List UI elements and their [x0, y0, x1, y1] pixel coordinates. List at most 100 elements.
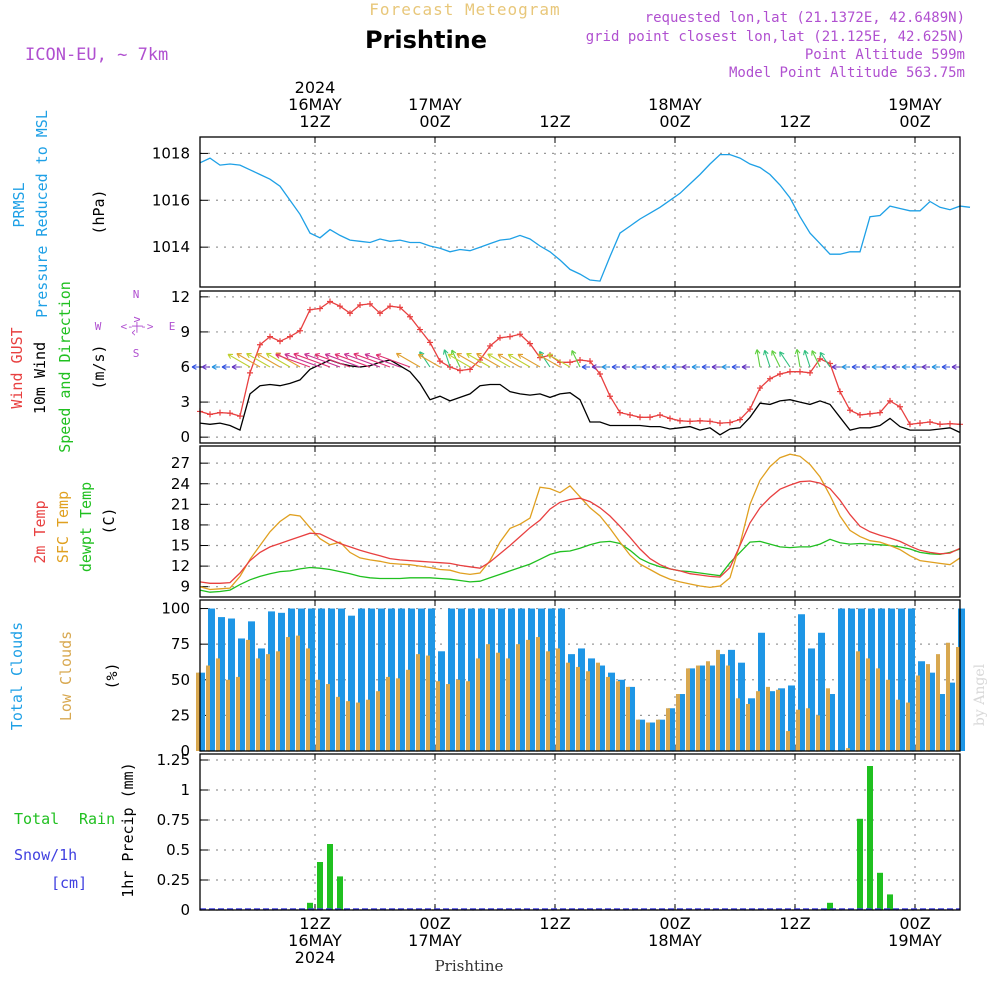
gust-marker	[237, 413, 243, 420]
bottom-time-label: 19MAY	[888, 931, 942, 950]
gust-marker	[787, 368, 793, 375]
clouds-panel: 0 25 50 75 100	[161, 599, 965, 760]
top-time-label: 18MAY	[648, 95, 702, 114]
low-cloud-bar	[536, 637, 540, 751]
bottom-time-label: 2024	[295, 948, 336, 967]
total-cloud-bar	[618, 679, 625, 751]
low-cloud-bar	[526, 639, 530, 751]
top-time-label: 2024	[295, 78, 336, 97]
temperature-ytick-label: 9	[180, 578, 190, 596]
gust-marker	[357, 302, 363, 309]
total-cloud-bar	[778, 688, 785, 751]
footer-location: Prishtine	[435, 957, 504, 975]
precip-snow-label: Snow/1h	[14, 846, 77, 864]
gust-marker	[777, 371, 783, 378]
pressure-panel: 1014 1016 1018	[152, 136, 971, 288]
gust-marker	[387, 303, 393, 310]
gust-marker	[907, 421, 913, 428]
total-cloud-bar	[228, 618, 235, 751]
low-cloud-bar	[566, 662, 570, 751]
total-cloud-bar	[828, 694, 835, 751]
gust-marker	[217, 409, 223, 416]
precip-total-label: Total	[14, 810, 59, 828]
clouds-ytick-label: 75	[171, 635, 190, 653]
gust-marker	[377, 310, 383, 317]
gust-marker	[347, 310, 353, 317]
wind-arrow	[275, 353, 311, 368]
wind-10m-label: 10m Wind	[31, 342, 49, 414]
low-cloud-bar	[776, 689, 780, 751]
clouds-ytick-label: 100	[161, 600, 190, 618]
gust-marker	[747, 406, 753, 413]
low-cloud-bar	[256, 658, 260, 751]
total-cloud-bar	[538, 608, 545, 751]
bottom-time-label: 12Z	[539, 914, 570, 933]
low-cloud-bar	[686, 668, 690, 751]
wind-ytick-label: 12	[171, 288, 190, 306]
gust-marker	[707, 418, 713, 425]
gust-marker	[467, 366, 473, 373]
clouds-ytick-label: 50	[171, 671, 190, 689]
gust-marker	[727, 419, 733, 426]
total-cloud-bar	[508, 608, 515, 751]
compass-e: E	[169, 320, 176, 333]
wind-arrow	[417, 353, 441, 368]
wind-arrow	[911, 364, 920, 370]
gust-marker	[487, 342, 493, 349]
wind-gust-label: Wind GUST	[8, 327, 26, 408]
total-cloud-bar	[528, 608, 535, 751]
wind-arrow	[293, 352, 331, 368]
wind-arrow	[779, 351, 791, 368]
wind-arrow	[921, 364, 930, 370]
wind-arrow	[841, 364, 850, 370]
wind-ytick-label: 9	[180, 323, 190, 341]
low-cloud-bar	[236, 676, 240, 751]
wind-arrow	[901, 364, 910, 370]
low-cloud-bar	[386, 676, 390, 751]
total-cloud-bar	[658, 719, 665, 751]
grid-point-coords: grid point closest lon,lat (21.125E, 42.…	[586, 29, 965, 45]
total-cloud-bar	[708, 665, 715, 751]
total-cloud-bar	[718, 654, 725, 751]
wind-arrow	[211, 364, 220, 370]
low-cloud-bar	[936, 654, 940, 751]
wind-arrow	[353, 352, 391, 368]
total-cloud-bar	[298, 608, 305, 751]
low-cloud-bar	[436, 681, 440, 751]
low-cloud-bar	[606, 676, 610, 751]
temperature-ytick-label: 12	[171, 557, 190, 575]
total-cloud-bar	[458, 608, 465, 751]
gust-marker	[207, 411, 213, 418]
pressure-unit: (hPa)	[90, 189, 108, 234]
total-cloud-bar	[498, 608, 505, 751]
low-cloud-bar	[806, 708, 810, 751]
low-cloud-bar	[946, 642, 950, 751]
clouds-ytick-label: 0	[180, 742, 190, 760]
low-cloud-bar	[746, 703, 750, 751]
total-cloud-bar	[348, 615, 355, 751]
low-cloud-bar	[446, 684, 450, 751]
temperature-panel: 9 12 15 18 21 24 27	[171, 445, 961, 598]
bottom-time-label: 00Z	[899, 914, 930, 933]
rain-bar	[887, 894, 893, 910]
temp-2m-label: 2m Temp	[31, 500, 49, 563]
top-time-label: 17MAY	[408, 95, 462, 114]
gust-marker	[317, 305, 323, 312]
wind-arrow	[871, 364, 880, 370]
wind-arrow	[591, 364, 600, 370]
low-cloud-bar	[516, 644, 520, 751]
total-cloud-bar	[588, 658, 595, 751]
low-cloud-bar	[706, 661, 710, 751]
total-cloud-bar	[818, 632, 825, 751]
wind-arrow	[641, 364, 650, 370]
requested-coords: requested lon,lat (21.1372E, 42.6489N)	[645, 10, 965, 26]
total-cloud-bar	[568, 654, 575, 751]
low-cloud-bar	[266, 654, 270, 751]
low-cloud-bar	[226, 679, 230, 751]
low-cloud-bar	[736, 698, 740, 751]
wind-arrow	[621, 364, 630, 370]
gust-marker	[247, 369, 253, 376]
low-cloud-bar	[676, 694, 680, 751]
low-cloud-bar	[876, 668, 880, 751]
low-cloud-bar	[336, 696, 340, 751]
